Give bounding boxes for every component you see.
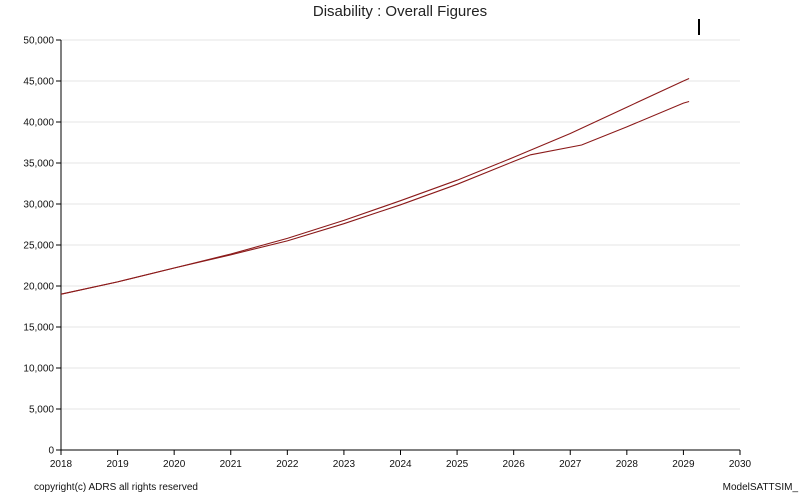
y-tick-label: 0 [48,446,54,457]
x-tick-label: 2023 [333,459,356,470]
y-tick-label: 30,000 [23,200,54,211]
x-tick-label: 2018 [50,459,73,470]
x-tick-label: 2029 [672,459,695,470]
y-tick-label: 20,000 [23,282,54,293]
text-cursor-marker [698,19,700,35]
y-tick-label: 10,000 [23,364,54,375]
series-line-2 [60,100,690,295]
x-tick-label: 2028 [616,459,639,470]
y-tick-label: 15,000 [23,323,54,334]
x-tick-label: 2020 [163,459,186,470]
y-tick-label: 50,000 [23,36,54,47]
model-name-text: ModelSATTSIM_ [722,482,798,493]
x-tick-label: 2025 [446,459,469,470]
x-tick-label: 2019 [106,459,129,470]
x-tick-label: 2030 [729,459,752,470]
y-tick-label: 45,000 [23,77,54,88]
copyright-text: copyright(c) ADRS all rights reserved [34,482,198,493]
x-tick-label: 2021 [220,459,243,470]
y-tick-label: 40,000 [23,118,54,129]
y-tick-label: 35,000 [23,159,54,170]
y-tick-label: 5,000 [29,405,54,416]
series-line-1 [60,77,690,295]
x-tick-label: 2026 [503,459,526,470]
chart-title: Disability : Overall Figures [312,3,488,20]
x-tick-label: 2024 [389,459,412,470]
x-tick-label: 2022 [276,459,299,470]
y-tick-label: 25,000 [23,241,54,252]
x-tick-label: 2027 [559,459,582,470]
